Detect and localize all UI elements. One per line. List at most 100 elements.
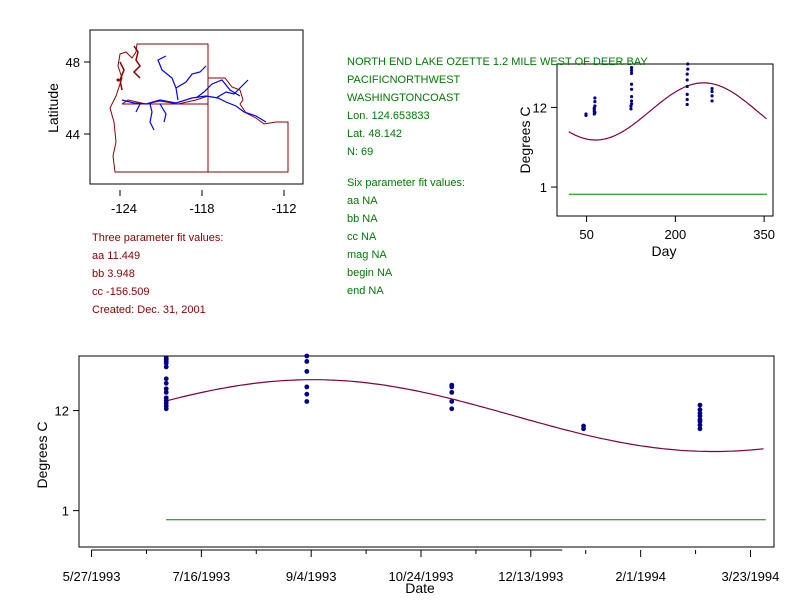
map-border-puget	[119, 45, 141, 91]
timeseries-point	[581, 423, 586, 429]
seasonal-panel: 50 200 350 1 12 Degrees C Day	[517, 62, 775, 259]
seasonal-point	[685, 78, 689, 82]
seasonal-point	[593, 96, 597, 100]
timeseries-panel: 5/27/1993 7/16/1993 9/4/1993 10/24/1993 12/1…	[34, 353, 780, 596]
timeseries-frame	[78, 355, 775, 548]
seasonal-point	[710, 89, 714, 94]
seasonal-point	[629, 71, 634, 76]
seasonal-point	[629, 94, 634, 99]
timeseries-point	[163, 359, 169, 364]
seasonal-fit-curve	[568, 82, 767, 141]
seasonal-point	[629, 82, 634, 86]
seasonal-point	[685, 102, 689, 107]
map-y-tick-label: 44	[66, 127, 80, 142]
map-x-tick-label: -118	[189, 201, 214, 216]
timeseries-x-tick-label: 3/23/1994	[722, 569, 780, 584]
station-subregion: WASHINGTONCOAST	[347, 92, 461, 104]
timeseries-point	[163, 395, 169, 401]
six-param-heading: Six parameter fit values:	[347, 177, 465, 189]
map-border-coast	[121, 95, 209, 105]
timeseries-point	[304, 391, 310, 397]
seasonal-point	[629, 99, 634, 103]
station-info: NORTH END LAKE OZETTE 1.2 MILE WEST OF D…	[347, 53, 648, 161]
timeseries-point	[697, 402, 703, 408]
timeseries-x-tick-label: 5/27/1993	[63, 569, 121, 584]
seasonal-point	[685, 97, 689, 102]
station-lon: Lon. 124.653833	[347, 110, 430, 122]
seasonal-point	[593, 100, 597, 104]
timeseries-x-tick-label: 2/1/1994	[615, 569, 666, 584]
map-x-tick-label: -124	[111, 201, 137, 216]
map-x-axis: -124 -118 -112	[111, 190, 297, 216]
seasonal-point	[710, 99, 714, 103]
seasonal-x-tick-label: 200	[665, 227, 687, 242]
timeseries-point	[697, 426, 703, 432]
three-param-created: Created: Dec. 31, 2001	[92, 304, 206, 316]
seasonal-point	[593, 110, 597, 115]
map-site-marker	[116, 78, 120, 82]
seasonal-point	[629, 87, 634, 91]
timeseries-point	[304, 353, 310, 359]
seasonal-marks: 50 200 350 1 12	[533, 62, 775, 242]
map-river-upper	[157, 55, 241, 101]
seasonal-point	[685, 84, 689, 89]
six-param-aa: aa NA	[347, 195, 378, 207]
timeseries-point	[304, 384, 310, 390]
station-n: N: 69	[347, 146, 374, 158]
three-param-heading: Three parameter fit values:	[92, 232, 224, 244]
timeseries-marks: 5/27/1993 7/16/1993 9/4/1993 10/24/1993 12/1…	[55, 353, 780, 584]
timeseries-point	[163, 355, 169, 361]
timeseries-point	[304, 369, 310, 374]
timeseries-point	[304, 399, 310, 404]
six-param-begin: begin NA	[347, 267, 393, 279]
map-frame	[89, 29, 304, 185]
map-panel: 48 44 Latitude -124 -118 -112	[45, 29, 304, 216]
six-param-cc: cc NA	[347, 231, 377, 243]
map-y-axis: 48 44 Latitude	[45, 55, 90, 142]
map-x-tick-label: -112	[271, 201, 296, 216]
timeseries-point	[163, 386, 169, 392]
timeseries-y-tick-label: 1	[62, 504, 69, 519]
seasonal-point	[686, 67, 690, 71]
timeseries-x-tick-label: 12/13/1993	[498, 569, 563, 584]
timeseries-fit-curve	[166, 379, 764, 453]
seasonal-y-axis-label: Degrees C	[517, 107, 533, 174]
six-param-end: end NA	[347, 285, 384, 297]
seasonal-point	[686, 62, 690, 66]
seasonal-y-tick-label: 12	[533, 100, 547, 115]
three-param-info: Three parameter fit values: aa 11.449 bb…	[92, 229, 223, 319]
seasonal-point	[584, 112, 588, 116]
seasonal-point	[592, 106, 596, 110]
timeseries-point	[163, 400, 169, 406]
timeseries-point	[163, 364, 169, 370]
timeseries-x-tick-label: 9/4/1993	[286, 569, 337, 584]
timeseries-x-axis-label: Date	[405, 580, 435, 596]
timeseries-point	[449, 406, 455, 412]
map-river-columbia	[121, 95, 267, 123]
seasonal-point	[710, 94, 714, 98]
timeseries-x-tick-label: 10/24/1993	[388, 569, 453, 584]
map-state-border	[109, 43, 289, 173]
seasonal-x-tick-label: 50	[579, 227, 593, 242]
map-y-axis-label: Latitude	[45, 83, 61, 133]
map-y-tick-label: 48	[66, 55, 80, 70]
seasonal-point	[710, 87, 714, 91]
six-param-info: Six parameter fit values: aa NA bb NA cc…	[347, 174, 465, 300]
seasonal-x-axis-label: Day	[652, 243, 677, 259]
timeseries-point	[449, 399, 455, 404]
timeseries-point	[697, 410, 703, 416]
three-param-cc: cc -156.509	[92, 286, 150, 298]
station-region: PACIFICNORTHWEST	[347, 74, 461, 86]
three-param-aa: aa 11.449	[92, 250, 141, 262]
timeseries-point	[304, 359, 310, 364]
timeseries-point	[697, 407, 703, 413]
timeseries-y-axis-label: Degrees C	[34, 422, 50, 489]
station-name: NORTH END LAKE OZETTE 1.2 MILE WEST OF D…	[347, 56, 648, 68]
timeseries-point	[697, 417, 703, 423]
station-lat: Lat. 48.142	[347, 128, 403, 140]
six-param-mag: mag NA	[347, 249, 387, 261]
seasonal-point	[629, 68, 634, 73]
timeseries-point	[163, 376, 169, 382]
three-param-bb: bb 3.948	[92, 268, 135, 280]
